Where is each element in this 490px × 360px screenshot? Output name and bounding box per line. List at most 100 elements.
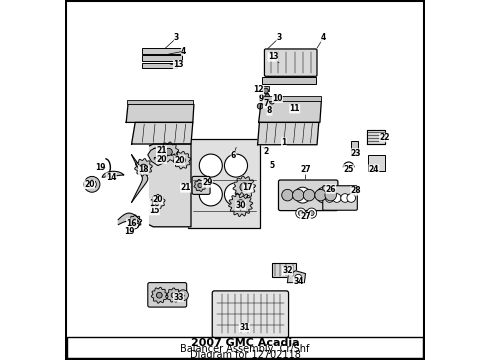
- Polygon shape: [149, 144, 191, 227]
- Circle shape: [155, 199, 160, 204]
- Text: 2: 2: [263, 148, 269, 156]
- Text: 5: 5: [270, 161, 274, 170]
- Bar: [272, 263, 296, 277]
- Text: 27: 27: [300, 165, 311, 174]
- Text: 22: 22: [379, 133, 390, 142]
- FancyBboxPatch shape: [265, 49, 317, 76]
- Text: 26: 26: [325, 184, 336, 194]
- Text: 13: 13: [268, 52, 278, 61]
- Circle shape: [316, 187, 332, 203]
- Text: 15: 15: [149, 206, 159, 215]
- Text: 14: 14: [106, 173, 116, 181]
- Text: 20: 20: [84, 180, 95, 189]
- Circle shape: [294, 187, 311, 203]
- Bar: [262, 77, 316, 84]
- Circle shape: [325, 194, 334, 202]
- Text: 12: 12: [253, 85, 264, 94]
- Polygon shape: [167, 288, 181, 302]
- Text: 9: 9: [259, 94, 264, 103]
- Text: 32: 32: [282, 266, 293, 275]
- Circle shape: [199, 154, 222, 177]
- Text: 2007 GMC Acadia: 2007 GMC Acadia: [191, 338, 299, 348]
- Circle shape: [178, 290, 189, 301]
- Circle shape: [84, 176, 100, 192]
- Polygon shape: [159, 142, 179, 162]
- Circle shape: [129, 219, 139, 229]
- Circle shape: [179, 157, 185, 163]
- FancyBboxPatch shape: [192, 176, 210, 194]
- Polygon shape: [151, 194, 165, 208]
- Text: 17: 17: [243, 184, 253, 192]
- Circle shape: [333, 194, 341, 202]
- Polygon shape: [151, 287, 167, 303]
- Text: 20: 20: [156, 154, 167, 163]
- Text: 4: 4: [321, 33, 326, 42]
- Bar: [262, 93, 268, 97]
- Polygon shape: [229, 193, 253, 216]
- FancyBboxPatch shape: [127, 100, 193, 104]
- Circle shape: [303, 189, 315, 201]
- Text: 23: 23: [351, 149, 361, 158]
- Text: 3: 3: [174, 33, 179, 42]
- Text: 10: 10: [272, 94, 283, 103]
- Circle shape: [282, 189, 293, 201]
- Text: 11: 11: [290, 104, 300, 113]
- Bar: [368, 155, 386, 171]
- Polygon shape: [102, 171, 123, 177]
- Circle shape: [257, 103, 263, 109]
- Text: 18: 18: [149, 199, 160, 208]
- Text: 19: 19: [124, 227, 134, 236]
- Text: Balancer Assembly, Cr/Shf: Balancer Assembly, Cr/Shf: [180, 344, 310, 354]
- Circle shape: [240, 183, 248, 192]
- Text: 16: 16: [126, 219, 137, 228]
- Text: 13: 13: [173, 60, 184, 69]
- FancyBboxPatch shape: [67, 337, 423, 358]
- Circle shape: [165, 148, 172, 156]
- Polygon shape: [118, 213, 140, 225]
- Circle shape: [224, 183, 247, 206]
- Polygon shape: [148, 147, 168, 166]
- Text: 21: 21: [156, 146, 167, 155]
- Polygon shape: [132, 122, 193, 144]
- FancyBboxPatch shape: [323, 186, 357, 210]
- Circle shape: [275, 95, 281, 100]
- Circle shape: [88, 180, 97, 189]
- Bar: [261, 99, 266, 104]
- Circle shape: [156, 292, 162, 298]
- Circle shape: [265, 94, 270, 98]
- Circle shape: [293, 189, 304, 201]
- Polygon shape: [132, 155, 148, 202]
- Polygon shape: [129, 215, 142, 228]
- Bar: [262, 86, 269, 91]
- Circle shape: [263, 88, 269, 93]
- Bar: [143, 55, 182, 61]
- Text: 29: 29: [202, 178, 213, 187]
- FancyBboxPatch shape: [148, 283, 187, 307]
- Circle shape: [198, 183, 202, 188]
- Circle shape: [262, 99, 268, 104]
- Text: 21: 21: [180, 184, 191, 192]
- Text: 20: 20: [152, 195, 163, 204]
- Text: 3: 3: [276, 33, 282, 42]
- FancyBboxPatch shape: [259, 96, 320, 101]
- Bar: [143, 63, 176, 68]
- Text: 18: 18: [138, 165, 149, 174]
- FancyBboxPatch shape: [212, 291, 289, 338]
- Text: 1: 1: [281, 138, 287, 147]
- Circle shape: [307, 208, 317, 218]
- Text: 25: 25: [343, 165, 354, 174]
- Text: 27: 27: [300, 212, 311, 221]
- Text: 24: 24: [368, 165, 379, 174]
- Circle shape: [325, 189, 337, 201]
- FancyBboxPatch shape: [278, 180, 338, 211]
- Polygon shape: [194, 179, 206, 192]
- Text: 6: 6: [231, 151, 236, 160]
- Circle shape: [132, 221, 137, 226]
- Text: 33: 33: [173, 292, 184, 302]
- Text: 31: 31: [239, 323, 249, 332]
- Text: 20: 20: [174, 156, 185, 165]
- FancyBboxPatch shape: [188, 139, 261, 228]
- Circle shape: [236, 200, 245, 209]
- Circle shape: [347, 194, 356, 202]
- Circle shape: [341, 194, 349, 202]
